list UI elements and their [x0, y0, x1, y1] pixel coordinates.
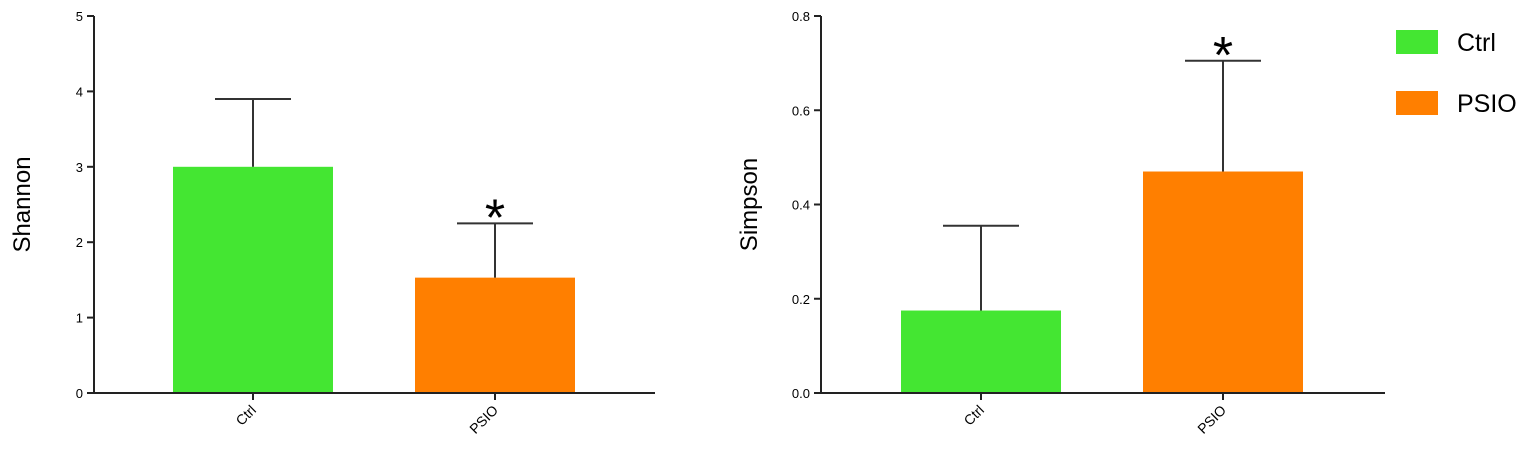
y-tick-label: 0.0 — [792, 386, 810, 401]
y-tick-label: 0 — [76, 386, 83, 401]
y-tick-label: 0.2 — [792, 292, 810, 307]
x-tick-label: Ctrl — [232, 402, 259, 429]
y-tick-label: 2 — [76, 235, 83, 250]
legend-swatch-ctrl — [1396, 30, 1438, 54]
y-tick-label: 0.6 — [792, 103, 810, 118]
x-tick-label: PSIO — [466, 402, 501, 437]
chart-0: * 0 1 2 3 4 5 Ctrl PSIO Shannon — [9, 9, 655, 437]
y-tick-label: 1 — [76, 311, 83, 326]
y-tick-label: 0.8 — [792, 9, 810, 24]
y-axis-title: Simpson — [736, 158, 763, 251]
y-tick-label: 5 — [76, 9, 83, 24]
bar-psio — [415, 277, 575, 393]
legend-swatch-psio — [1396, 91, 1438, 115]
y-axis-title: Shannon — [9, 156, 36, 252]
y-tick-label: 0.4 — [792, 198, 810, 213]
legend: Ctrl PSIO — [1396, 29, 1517, 118]
x-tick-label: Ctrl — [960, 402, 987, 429]
y-tick-label: 3 — [76, 160, 83, 175]
significance-star: * — [485, 189, 505, 247]
x-tick-label: PSIO — [1194, 402, 1229, 437]
significance-star: * — [1213, 27, 1233, 85]
bar-psio — [1143, 171, 1303, 393]
bar-ctrl — [173, 166, 333, 393]
legend-label-psio: PSIO — [1457, 90, 1517, 118]
chart-1: * 0.0 0.2 0.4 0.6 0.8 Ctrl PSIO Simpson — [736, 9, 1385, 437]
y-tick-label: 4 — [76, 84, 83, 99]
bar-ctrl — [901, 310, 1061, 393]
legend-label-ctrl: Ctrl — [1457, 29, 1496, 57]
